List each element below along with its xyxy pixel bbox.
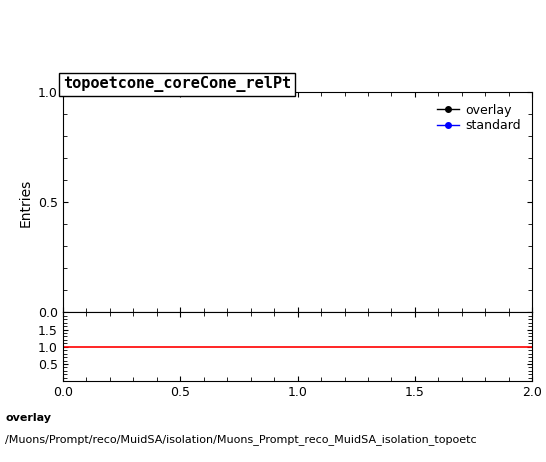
Y-axis label: Entries: Entries [19, 178, 32, 226]
Text: overlay: overlay [5, 413, 51, 424]
Legend: overlay, standard: overlay, standard [432, 99, 526, 137]
Text: /Muons/Prompt/reco/MuidSA/isolation/Muons_Prompt_reco_MuidSA_isolation_topoetc: /Muons/Prompt/reco/MuidSA/isolation/Muon… [5, 434, 477, 445]
Text: topoetcone_coreCone_relPt: topoetcone_coreCone_relPt [63, 76, 291, 92]
